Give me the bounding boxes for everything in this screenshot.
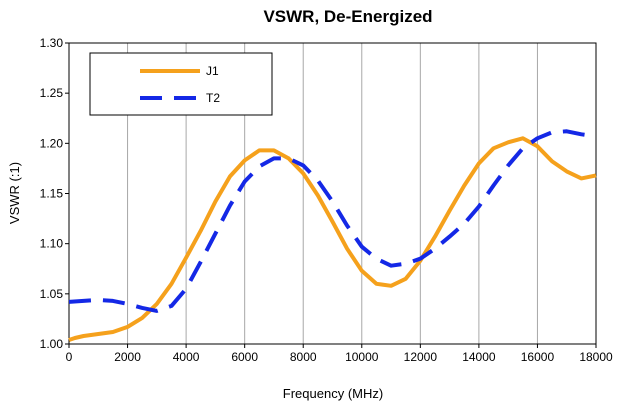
- x-tick-label: 18000: [579, 350, 613, 364]
- y-tick-label: 1.25: [40, 86, 64, 100]
- y-tick-label: 1.10: [40, 237, 64, 251]
- legend-box: [89, 52, 273, 116]
- series-line-t2: [68, 129, 597, 313]
- x-tick-label: 12000: [404, 350, 438, 364]
- y-tick-label: 1.05: [40, 287, 64, 301]
- x-tick-label: 2000: [114, 350, 141, 364]
- x-tick-label: 0: [66, 350, 73, 364]
- x-tick-label: 6000: [231, 350, 258, 364]
- x-tick-label: 4000: [173, 350, 200, 364]
- x-tick-label: 14000: [462, 350, 496, 364]
- y-tick-label: 1.20: [40, 136, 64, 150]
- y-tick-label: 1.15: [40, 187, 64, 201]
- legend-label-t2: T2: [206, 91, 220, 105]
- y-tick-label: 1.30: [40, 36, 64, 50]
- y-tick-label: 1.00: [40, 337, 64, 351]
- chart-title: VSWR, De-Energized: [263, 7, 432, 26]
- x-tick-label: 16000: [521, 350, 555, 364]
- y-axis-label: VSWR (:1): [7, 162, 22, 224]
- legend: J1 T2: [89, 52, 273, 116]
- x-tick-label: 8000: [290, 350, 317, 364]
- legend-label-j1: J1: [206, 64, 219, 78]
- plot-area: 1.00 1.05 1.10 1.15 1.20 1.25 1.30 0 2000 4000 600…: [40, 36, 613, 364]
- x-tick-label: 10000: [345, 350, 379, 364]
- x-axis-label: Frequency (MHz): [283, 386, 383, 401]
- series-line-j1: [68, 136, 597, 342]
